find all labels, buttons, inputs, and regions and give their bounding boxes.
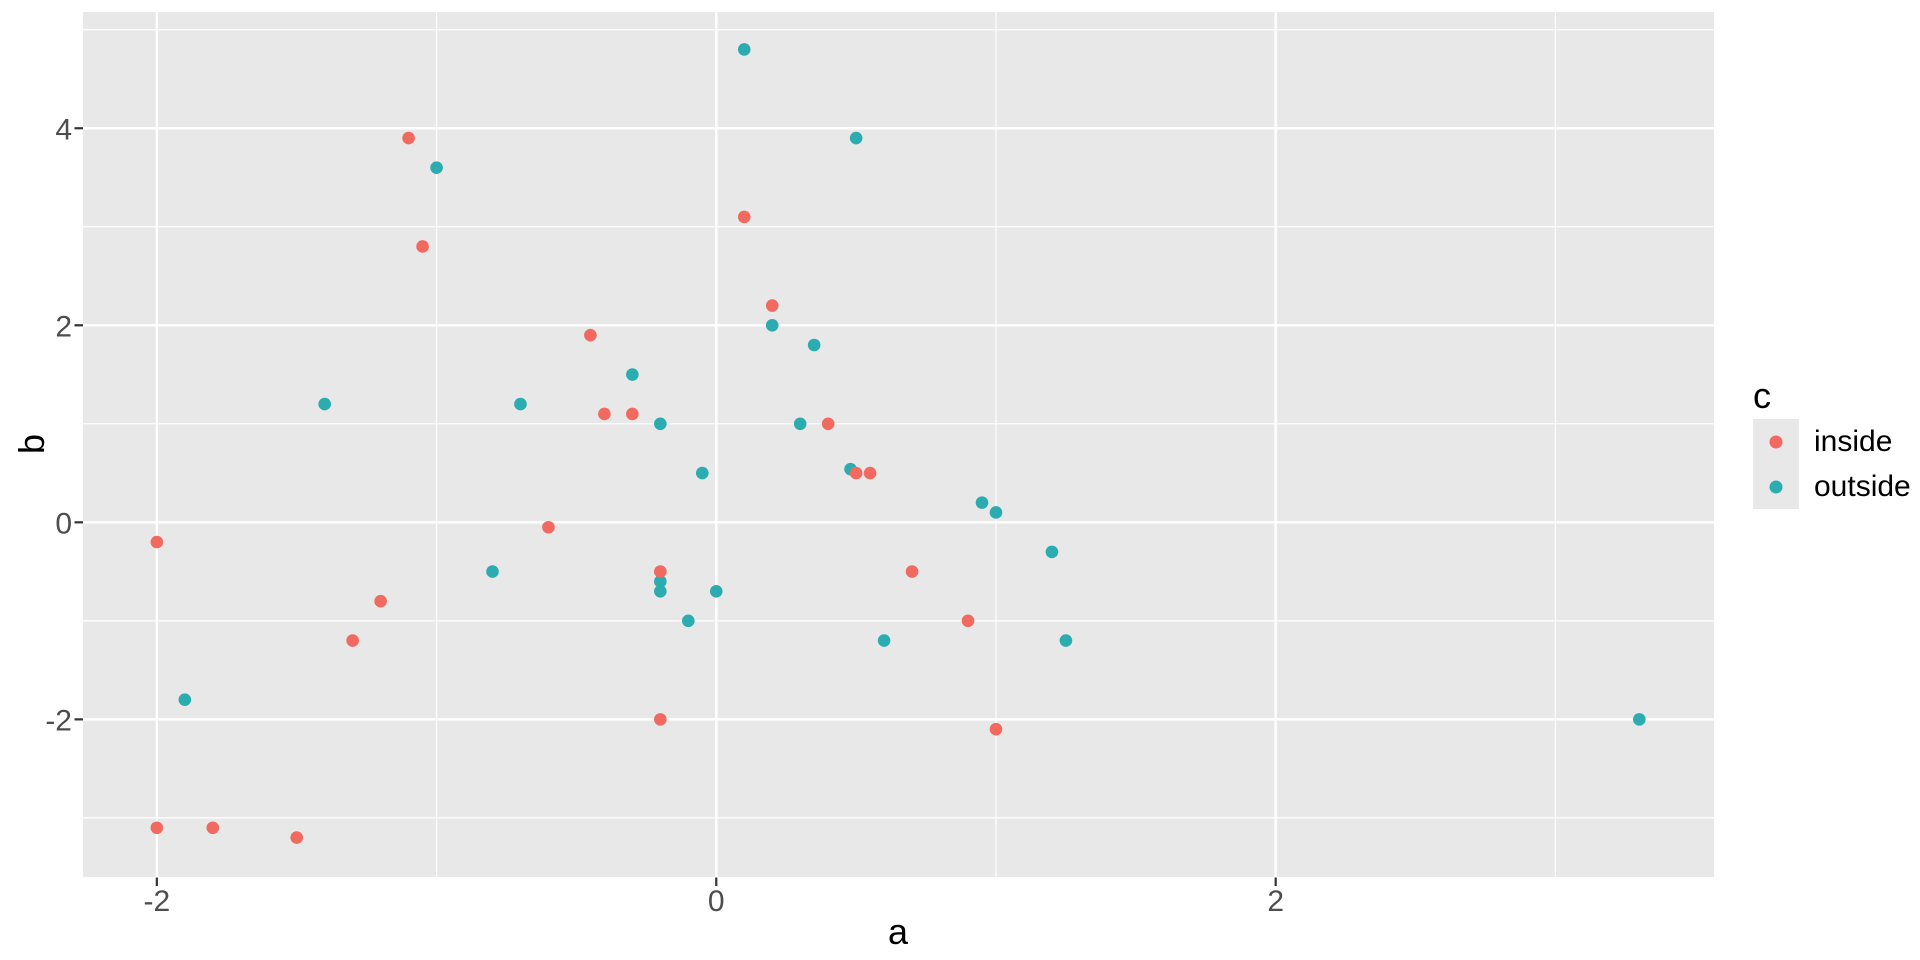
point-outside bbox=[1045, 545, 1059, 559]
point-outside bbox=[178, 693, 192, 706]
point-outside bbox=[430, 161, 443, 174]
point-inside bbox=[905, 565, 919, 578]
point-inside bbox=[961, 614, 975, 628]
point-outside bbox=[514, 397, 527, 411]
y-tick-label: 0 bbox=[55, 507, 72, 540]
point-inside bbox=[849, 466, 863, 480]
x-tick-label: 2 bbox=[1267, 885, 1284, 918]
point-inside bbox=[542, 520, 555, 534]
point-outside bbox=[877, 634, 891, 647]
point-outside bbox=[654, 575, 667, 588]
point-inside bbox=[626, 407, 639, 421]
legend-swatch-inside-icon bbox=[1769, 435, 1783, 448]
point-outside bbox=[793, 417, 807, 431]
point-outside bbox=[807, 338, 821, 352]
point-inside bbox=[374, 594, 387, 608]
legend: c inside outside bbox=[1753, 378, 1911, 509]
point-outside bbox=[849, 131, 863, 145]
legend-swatch-outside-icon bbox=[1769, 480, 1783, 493]
y-tick-label: -2 bbox=[45, 704, 72, 737]
legend-key-outside bbox=[1753, 464, 1799, 509]
point-outside bbox=[1059, 634, 1073, 647]
legend-key-inside bbox=[1753, 419, 1799, 464]
point-inside bbox=[346, 634, 359, 647]
point-inside bbox=[989, 722, 1003, 736]
point-outside bbox=[737, 43, 751, 56]
legend-label-inside: inside bbox=[1814, 424, 1893, 458]
x-tick-label: -2 bbox=[144, 885, 171, 918]
point-inside bbox=[654, 565, 667, 578]
x-tick-label: 0 bbox=[708, 885, 725, 918]
point-inside bbox=[654, 713, 667, 726]
point-inside bbox=[584, 328, 597, 342]
point-outside bbox=[709, 584, 723, 598]
point-inside bbox=[290, 831, 303, 844]
x-axis-title: a bbox=[887, 911, 909, 952]
point-inside bbox=[206, 821, 220, 835]
point-outside bbox=[695, 466, 709, 480]
point-inside bbox=[150, 535, 164, 549]
point-outside bbox=[765, 318, 779, 332]
legend-item-outside: outside bbox=[1753, 464, 1911, 509]
legend-title: c bbox=[1753, 375, 1771, 416]
point-outside bbox=[318, 397, 331, 411]
legend-item-inside: inside bbox=[1753, 419, 1911, 464]
point-outside bbox=[486, 565, 499, 578]
point-outside bbox=[654, 584, 667, 598]
point-outside bbox=[654, 417, 667, 431]
point-inside bbox=[416, 240, 429, 253]
point-inside bbox=[402, 131, 415, 145]
legend-label-outside: outside bbox=[1814, 469, 1911, 503]
point-outside bbox=[1633, 713, 1646, 726]
panel-background bbox=[83, 12, 1714, 877]
point-outside bbox=[975, 496, 989, 509]
point-inside bbox=[150, 821, 164, 835]
point-inside bbox=[863, 466, 877, 480]
point-inside bbox=[821, 417, 835, 431]
y-axis-title: b bbox=[11, 433, 52, 455]
point-outside bbox=[989, 506, 1003, 519]
point-inside bbox=[737, 210, 751, 224]
point-outside bbox=[681, 614, 695, 628]
point-outside bbox=[626, 368, 639, 381]
y-tick-label: 2 bbox=[55, 310, 72, 343]
point-inside bbox=[598, 407, 611, 421]
y-tick-label: 4 bbox=[55, 113, 72, 146]
point-inside bbox=[765, 299, 779, 312]
legend-items: inside outside bbox=[1753, 419, 1911, 509]
